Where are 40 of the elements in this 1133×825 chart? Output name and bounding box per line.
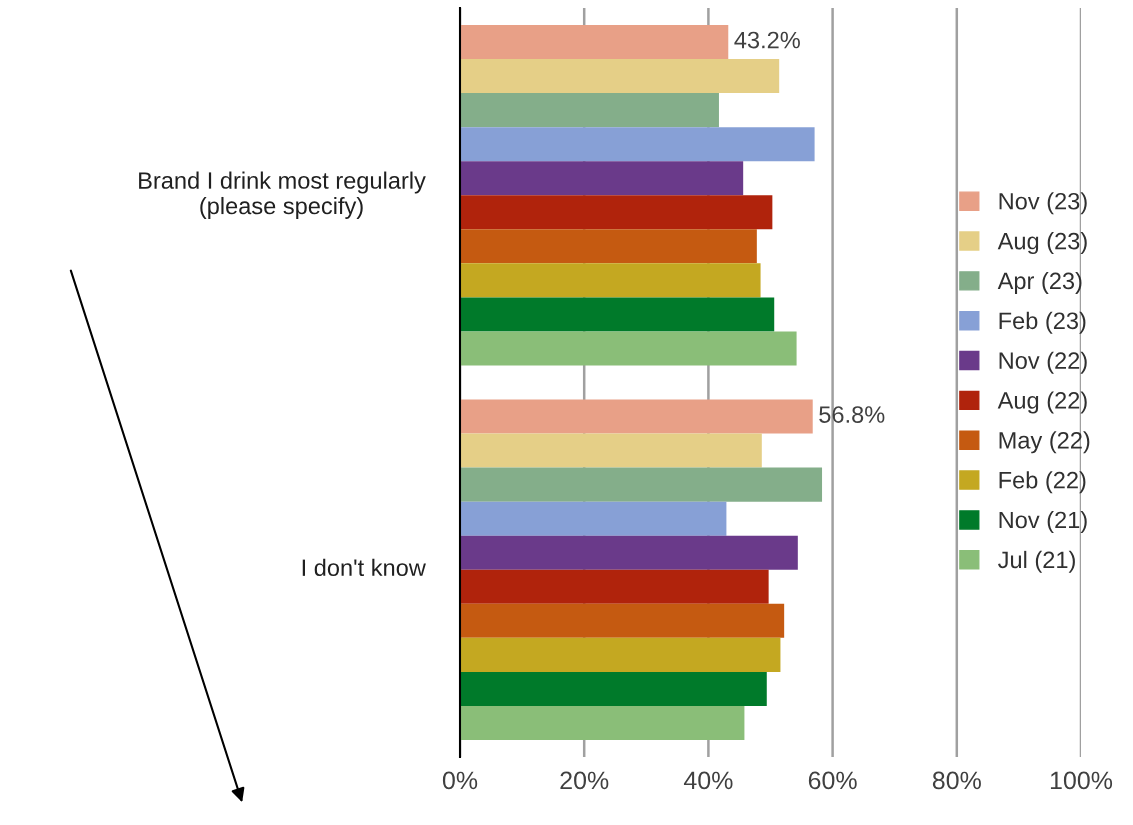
legend-label: Aug (22) — [997, 391, 1087, 414]
bar — [460, 263, 761, 298]
data-label: 43.2% — [734, 31, 800, 49]
y-tick-label: Brand I drink most regularly (please specify) — [139, 171, 426, 219]
legend-label: Feb (23) — [999, 311, 1086, 334]
legend-label: Apr (23) — [997, 271, 1082, 294]
legend-label: Aug (23) — [997, 232, 1087, 255]
legend-label: May (22) — [999, 431, 1090, 454]
legend-label: Feb (22) — [999, 471, 1086, 494]
bar — [460, 637, 781, 672]
bar — [460, 535, 798, 570]
bar — [460, 399, 813, 434]
data-label: 56.8% — [819, 406, 885, 423]
bar — [460, 93, 719, 128]
bar — [460, 59, 780, 94]
bar — [460, 705, 745, 740]
bar — [460, 569, 769, 604]
legend-label: Nov (23) — [999, 192, 1087, 215]
bar — [460, 433, 762, 468]
bar — [460, 25, 729, 60]
legend-label: Jul (21) — [998, 550, 1075, 573]
bar — [460, 331, 797, 366]
x-tick-label: 0% — [442, 771, 478, 790]
x-tick-label: 60% — [808, 771, 857, 790]
bar — [460, 467, 823, 502]
bar — [460, 671, 767, 706]
bar — [460, 603, 785, 638]
legend-label: Nov (21) — [999, 511, 1087, 534]
bar — [460, 195, 773, 230]
x-tick-label: 20% — [560, 771, 609, 790]
bar — [460, 297, 775, 332]
bar — [460, 127, 815, 162]
bar — [460, 161, 744, 196]
bar — [460, 501, 727, 536]
y-tick-label: I don't know — [302, 558, 426, 577]
bar — [460, 229, 757, 264]
x-tick-label: 100% — [1050, 771, 1113, 790]
legend-label: Nov (22) — [999, 351, 1087, 374]
x-tick-label: 80% — [932, 771, 981, 790]
x-tick-label: 40% — [683, 771, 733, 790]
